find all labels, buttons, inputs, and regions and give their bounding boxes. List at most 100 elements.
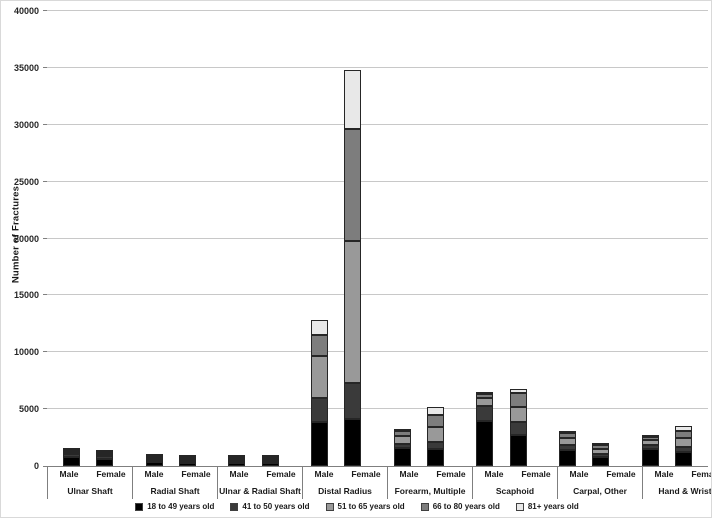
stacked-bar <box>96 450 114 466</box>
bar-segment <box>674 426 692 431</box>
bar-segment <box>228 458 246 461</box>
bar-segment <box>558 433 576 439</box>
bar-segment <box>641 435 659 438</box>
x-axis-labels: Male Female Ulnar Shaft Male Female Radial Sh… <box>47 466 711 499</box>
legend-label: 81+ years old <box>527 502 579 511</box>
category-label: Forearm, Multiple <box>394 485 466 496</box>
category-label: Ulnar & Radial Shaft <box>219 485 301 496</box>
y-tick-label: 20000 <box>13 233 39 244</box>
sex-label: Female <box>521 469 551 479</box>
bar-segment <box>63 448 81 451</box>
bar-segment <box>228 460 246 463</box>
stacked-bar <box>261 455 279 466</box>
bar-segment <box>145 454 163 457</box>
legend-item: 18 to 49 years old <box>135 502 214 511</box>
bar-segment <box>261 461 279 464</box>
bar-segment <box>261 463 279 466</box>
category-label: Radial Shaft <box>150 485 200 496</box>
bar-segment <box>96 452 114 455</box>
category-label: Carpal, Other <box>573 485 627 496</box>
y-tick-label: 15000 <box>13 290 39 301</box>
stacked-bar <box>426 406 444 466</box>
gridline <box>47 351 708 353</box>
bar-segment <box>674 438 692 448</box>
bar-segment <box>228 456 246 459</box>
stacked-bar <box>674 426 692 466</box>
bar-segment <box>641 440 659 445</box>
legend-swatch <box>420 502 429 511</box>
bar-segment <box>393 443 411 448</box>
bar-segment <box>393 436 411 444</box>
bar-segment <box>509 406 527 422</box>
bar-segment <box>63 452 81 455</box>
y-tick-mark <box>43 351 47 353</box>
bar-segment <box>558 430 576 434</box>
sex-label-row: Male Female <box>558 466 642 482</box>
bar-segment <box>641 444 659 449</box>
gridline <box>47 10 708 11</box>
bar-segment <box>145 462 163 466</box>
sex-label-row: Male Female <box>218 466 302 482</box>
category-label: Hand & Wrist <box>658 485 712 496</box>
y-tick-label: 10000 <box>13 347 39 358</box>
sex-label: Male <box>484 469 504 479</box>
stacked-bar <box>179 454 197 466</box>
sex-label: Male <box>314 469 334 479</box>
bar-segment <box>311 421 329 466</box>
category-cell: Male Female Scaphoid <box>473 466 558 499</box>
bar-segment <box>261 455 279 458</box>
legend-swatch <box>515 502 524 511</box>
bar-segment <box>344 419 362 466</box>
bar-group <box>543 11 626 466</box>
bar-segment <box>145 458 163 461</box>
bar-segment <box>96 458 114 466</box>
bar-segment <box>426 427 444 443</box>
bar-segment <box>558 444 576 451</box>
gridline <box>47 180 708 182</box>
stacked-bar <box>344 70 362 466</box>
y-tick-mark <box>43 180 47 182</box>
bar-segment <box>426 442 444 449</box>
bar-segment <box>476 391 494 394</box>
sex-label: Female <box>351 469 381 479</box>
bar-segment <box>592 453 610 457</box>
sex-label: Male <box>59 469 79 479</box>
bar-segment <box>393 428 411 432</box>
bar-segment <box>96 456 114 459</box>
sex-label: Male <box>144 469 164 479</box>
stacked-bar <box>641 435 659 466</box>
category-label: Ulnar Shaft <box>67 485 113 496</box>
gridline <box>47 123 708 125</box>
y-tick-label: 25000 <box>13 176 39 187</box>
bar-segment <box>344 129 362 241</box>
bar-segment <box>344 240 362 383</box>
stacked-bar <box>476 391 494 466</box>
legend: 18 to 49 years old 41 to 50 years old 51 t… <box>1 502 711 511</box>
category-label: Distal Radius <box>318 485 372 496</box>
y-tick-mark <box>43 466 47 467</box>
bar-group <box>625 11 708 466</box>
sex-label-row: Male Female <box>473 466 557 482</box>
bar-segment <box>393 447 411 466</box>
bar-segment <box>592 456 610 466</box>
legend-label: 51 to 65 years old <box>337 502 405 511</box>
bar-segment <box>228 462 246 466</box>
y-tick-mark <box>43 123 47 125</box>
bar-segment <box>476 393 494 398</box>
y-tick-label: 35000 <box>13 62 39 73</box>
bar-segment <box>311 320 329 336</box>
legend-label: 41 to 50 years old <box>242 502 310 511</box>
stacked-bar <box>393 428 411 466</box>
sex-label: Male <box>569 469 589 479</box>
y-tick-mark <box>43 408 47 410</box>
bar-segment <box>179 454 197 457</box>
y-tick-mark <box>43 237 47 239</box>
bars-row <box>47 11 708 466</box>
bar-segment <box>509 393 527 407</box>
category-cell: Male Female Ulnar Shaft <box>47 466 133 499</box>
bar-segment <box>509 421 527 436</box>
bar-segment <box>145 456 163 459</box>
stacked-bar <box>558 430 576 466</box>
sex-label-row: Male Female <box>133 466 217 482</box>
